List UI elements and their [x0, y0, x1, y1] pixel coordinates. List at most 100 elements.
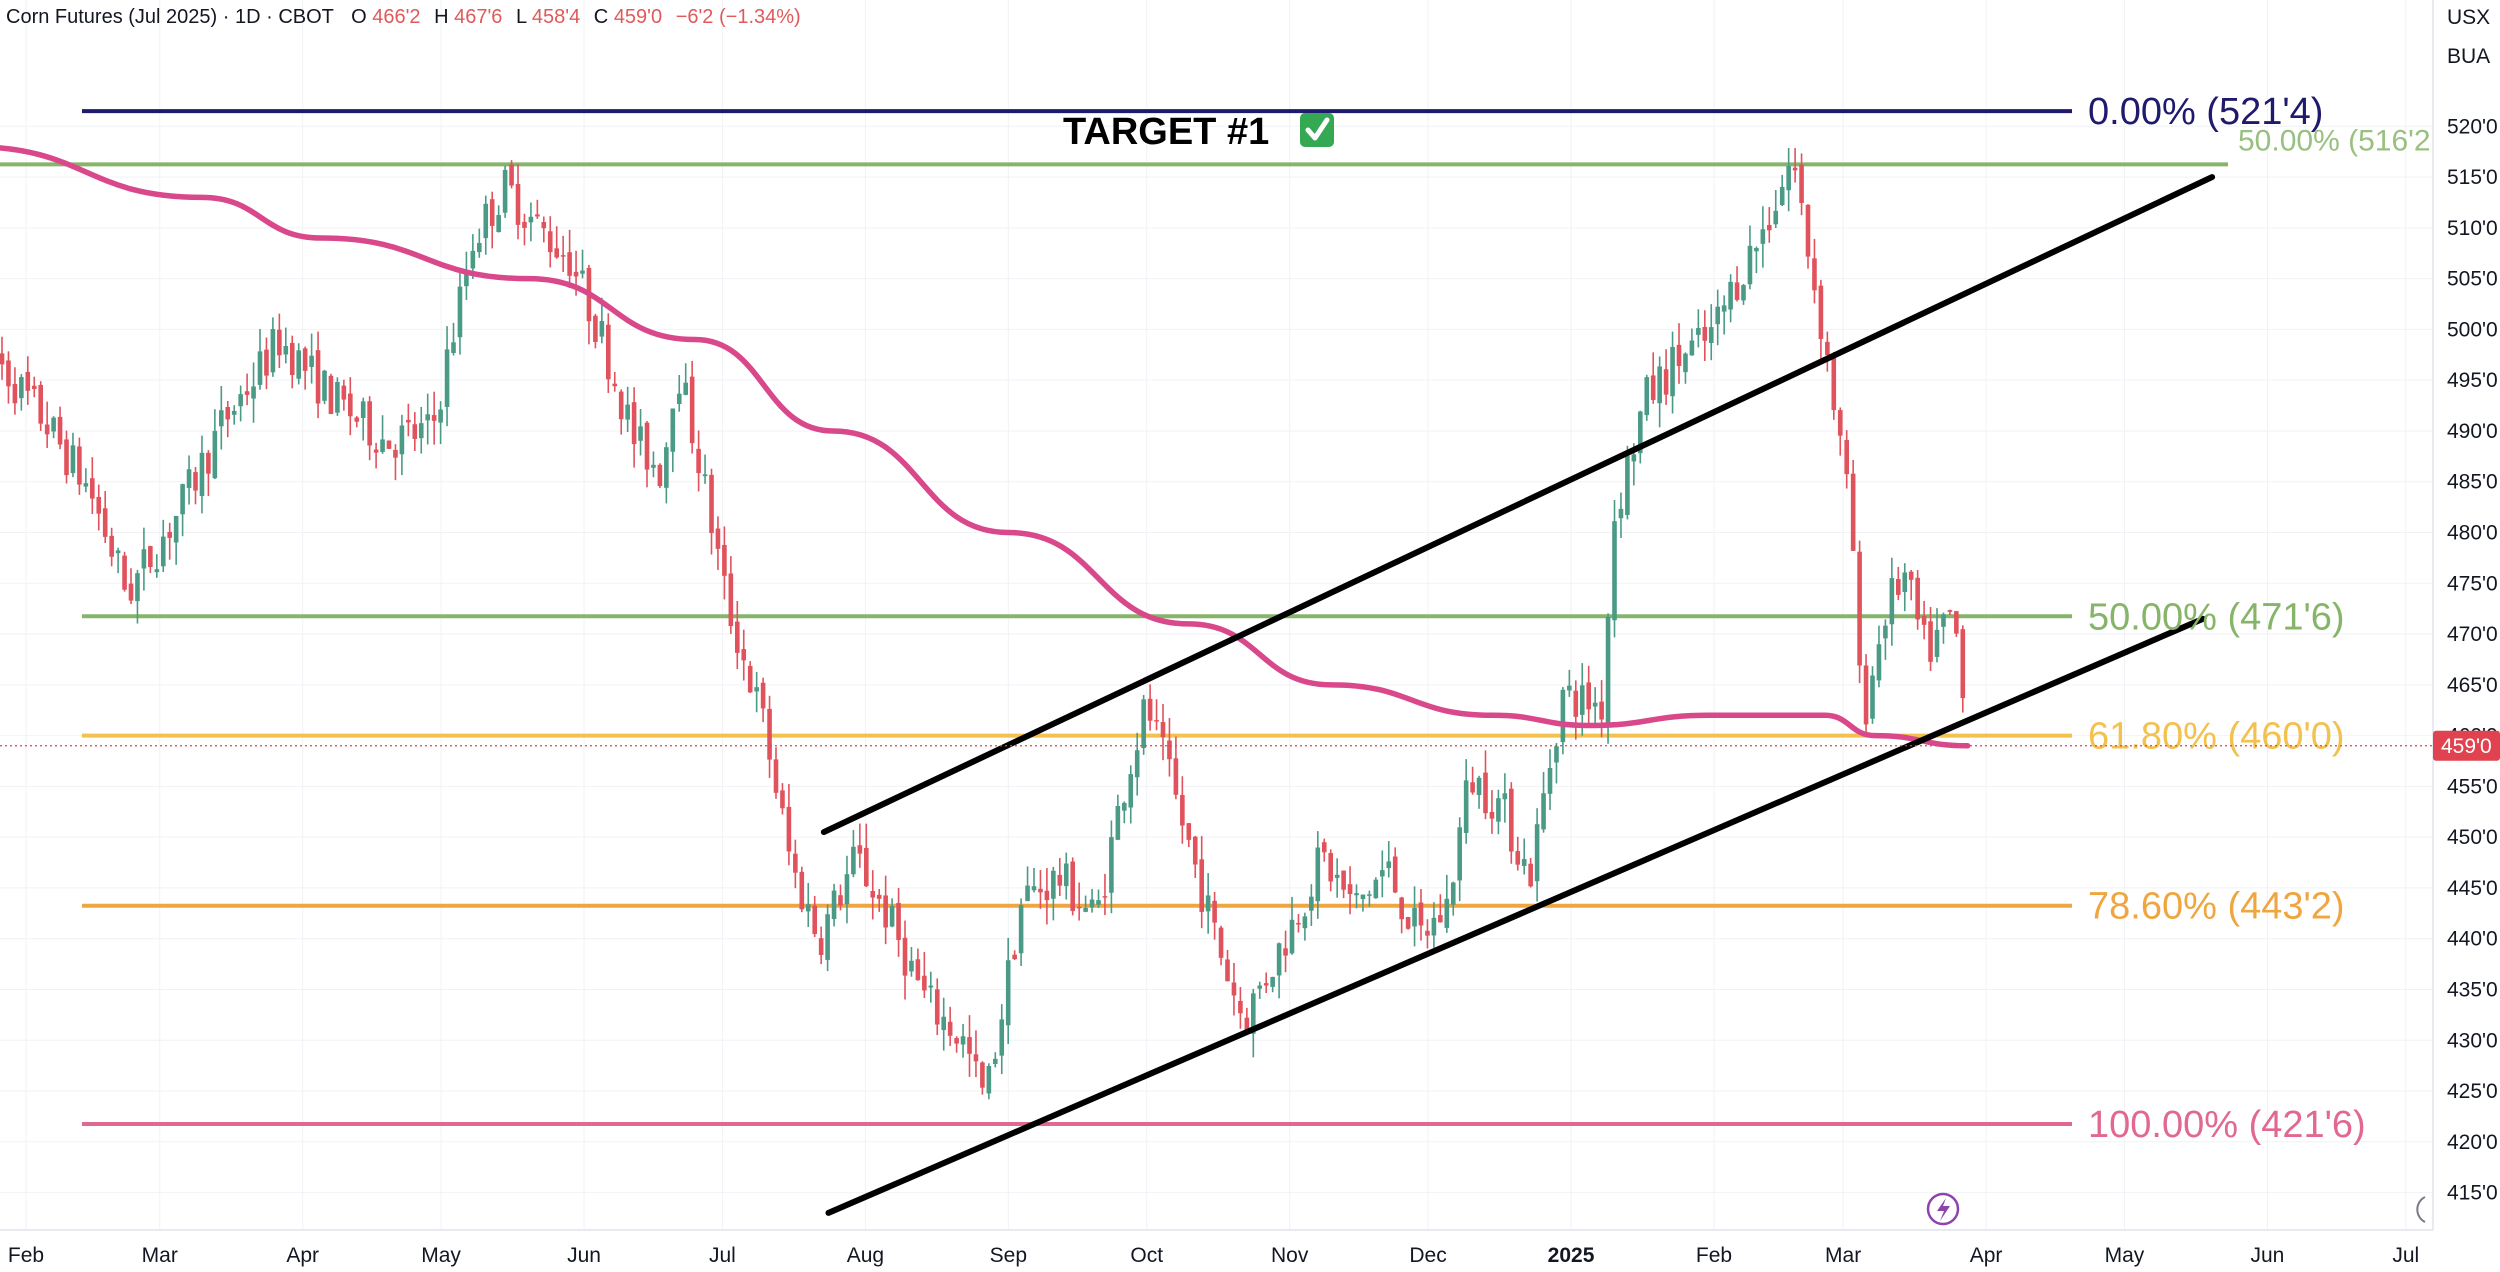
lightning-icon[interactable]: [1926, 1192, 1960, 1226]
candle-body: [1650, 375, 1656, 400]
candle-body: [1089, 899, 1095, 908]
candle-body: [1328, 852, 1334, 882]
open-label: O: [351, 6, 367, 28]
price-tick-label: 515'0: [2447, 166, 2498, 189]
candle-body: [367, 401, 372, 446]
channel-lines: [820, 174, 2216, 1216]
candle-body: [199, 452, 205, 497]
candle-body: [1805, 204, 1811, 257]
candle-body: [812, 905, 818, 934]
candle-body: [1302, 916, 1308, 929]
candle-body: [1405, 917, 1411, 929]
candle-body: [1644, 377, 1650, 416]
candle-body: [38, 384, 44, 424]
candle-body: [1534, 824, 1540, 882]
candle-body: [1689, 340, 1695, 356]
candle-body: [1392, 856, 1398, 893]
price-tick-label: 480'0: [2447, 522, 2498, 545]
candle-body: [1902, 572, 1908, 592]
candle-body: [1076, 906, 1082, 909]
time-tick-label: 2025: [1548, 1244, 1595, 1267]
candle-body: [1212, 900, 1217, 923]
candle-body: [225, 407, 231, 420]
candle-body: [1547, 768, 1553, 794]
time-tick-label: Mar: [142, 1244, 178, 1267]
candle-body: [1625, 455, 1630, 515]
candle-body: [1263, 983, 1269, 986]
candle-body: [102, 508, 108, 537]
candle-body: [380, 439, 385, 452]
candle-body: [489, 199, 495, 226]
candle-body: [1521, 859, 1527, 866]
candle-body: [1554, 746, 1559, 763]
candle-body: [128, 583, 134, 601]
candle-body: [354, 417, 360, 422]
candle-body: [1450, 882, 1456, 905]
candle-body: [83, 483, 89, 487]
time-tick-label: Sep: [990, 1244, 1027, 1267]
candle-body: [593, 315, 598, 342]
candle-body: [1496, 798, 1501, 822]
candle-body: [1386, 861, 1392, 869]
currency-badge[interactable]: USX: [2447, 6, 2490, 29]
current-price-badge: 459'0: [0, 730, 2500, 761]
candle-body: [1754, 248, 1759, 252]
candle-body: [1947, 610, 1953, 612]
candle-body: [438, 409, 443, 423]
candle-body: [715, 528, 721, 549]
candle-body: [1863, 665, 1869, 725]
candle-body: [431, 415, 437, 421]
candle-body: [825, 914, 830, 960]
candle-body: [1360, 894, 1366, 900]
candle-body: [1760, 229, 1766, 244]
candle-body: [1154, 720, 1159, 722]
candle-body: [1025, 885, 1030, 902]
scroll-arrow-icon[interactable]: [2416, 1196, 2426, 1223]
candle-body: [1592, 702, 1598, 707]
candle-body: [1134, 750, 1140, 778]
candle-body: [1192, 836, 1198, 865]
candle-body: [44, 424, 50, 435]
candle-body: [793, 853, 798, 873]
candle-body: [612, 383, 618, 387]
close-label: C: [594, 6, 608, 28]
candle-body: [1921, 615, 1927, 625]
candle-body: [386, 440, 392, 449]
price-axis[interactable]: 415'0 420'0 425'0 430'0 435'0 440'0 445'0 450'0…: [2447, 115, 2498, 1204]
candle-body: [1044, 890, 1050, 901]
candle-body: [1708, 327, 1714, 343]
candle-body: [1380, 870, 1385, 877]
candle-body: [1908, 571, 1914, 580]
candle-body: [457, 286, 463, 338]
candle-body: [857, 845, 863, 854]
candle-body: [754, 687, 759, 692]
candle-body: [522, 221, 527, 228]
candle-body: [257, 351, 263, 385]
candle-body: [186, 469, 192, 488]
candle-body: [1928, 621, 1933, 662]
candle-body: [1792, 167, 1798, 171]
candle-body: [1186, 823, 1192, 840]
candle-body: [1663, 369, 1669, 395]
low-label: L: [516, 6, 527, 28]
candle-body: [1605, 616, 1611, 724]
candle-body: [51, 417, 56, 432]
price-tick-label: 465'0: [2447, 674, 2498, 697]
time-tick-label: Dec: [1409, 1244, 1446, 1267]
candle-body: [1728, 281, 1733, 310]
price-tick-label: 505'0: [2447, 268, 2498, 291]
candle-body: [1399, 897, 1404, 920]
candle-body: [735, 621, 740, 653]
candle-body: [1715, 306, 1721, 325]
candle-body: [1676, 344, 1682, 367]
candle-body: [1476, 777, 1482, 796]
candle-body: [238, 394, 243, 407]
moving-average-line: [0, 145, 1971, 749]
target-annotation: TARGET #1: [1063, 111, 1269, 153]
candle-body: [418, 423, 424, 439]
unit-badge[interactable]: BUA: [2447, 45, 2490, 68]
candle-body: [560, 255, 566, 257]
candle-body: [580, 270, 585, 274]
time-axis[interactable]: Feb Mar Apr May Jun Jul Aug Sep Oct Nov Dec 2025 Feb…: [8, 1244, 2419, 1267]
